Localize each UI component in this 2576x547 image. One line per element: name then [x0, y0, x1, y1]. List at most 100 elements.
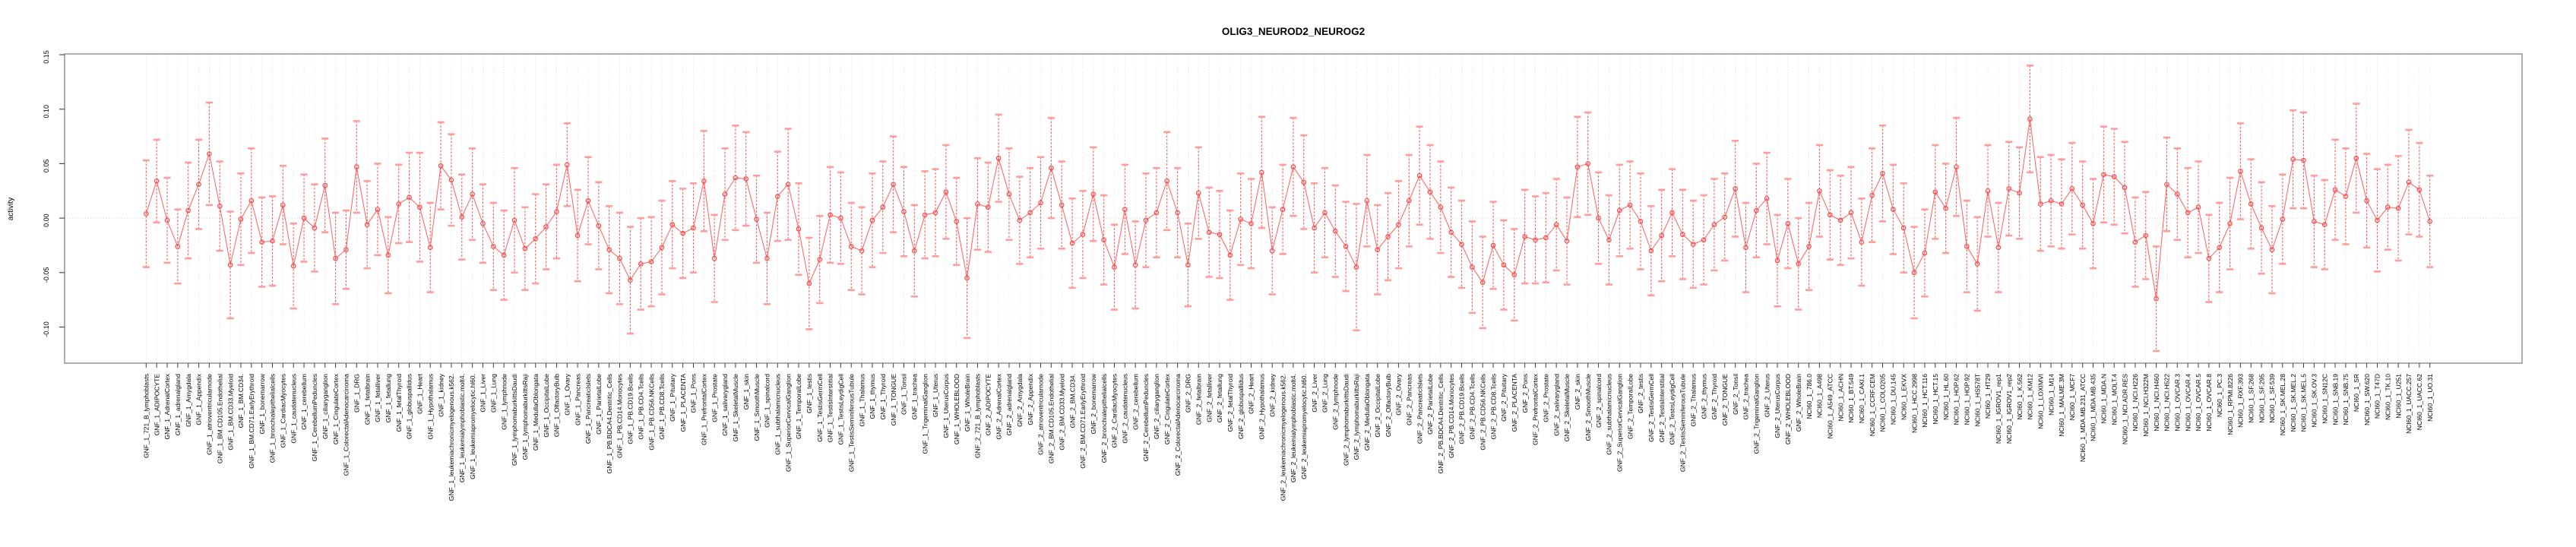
y-axis-label: activity [7, 198, 15, 221]
x-tick-label: NCI60_1_DU.145 [1890, 374, 1897, 425]
data-point [838, 215, 843, 221]
x-tick-label: NCI60_1_SK.MEL.2 [2290, 374, 2297, 432]
x-tick-label: GNF_1_SkeletalMuscle [732, 374, 739, 442]
data-point [2269, 247, 2275, 252]
x-tick-label: GNF_1_caudatenucleus [290, 374, 297, 444]
x-tick-label: NCI60_1_ACHN [1837, 374, 1844, 421]
x-tick-label: NCI60_1_UACC.62 [2416, 374, 2423, 430]
data-point [1101, 237, 1106, 243]
x-tick-label: GNF_1_Pancreas [574, 374, 581, 425]
x-tick-label: GNF_1_fetalThyroid [395, 374, 403, 432]
x-tick-label: GNF_2_OccipitalLobe [1374, 374, 1381, 438]
x-tick-label: GNF_2_BM.CD33.Myeloid [1058, 374, 1065, 451]
x-tick-label: GNF_2_721_B_lymphoblasts [974, 374, 982, 458]
x-tick-label: NCI60_1_OVCAR.3 [2174, 374, 2182, 432]
x-tick-label: GNF_1_leukemiapromyelocytic.hl60. [469, 374, 476, 479]
data-point [554, 209, 559, 214]
data-point [1711, 222, 1717, 228]
data-point [2290, 157, 2296, 162]
data-point [817, 257, 822, 262]
data-point [1122, 207, 1128, 212]
data-point [1733, 186, 1738, 191]
x-tick-label: GNF_2_Thalamus [1689, 374, 1697, 426]
x-tick-label: GNF_1_PB.CD14.Monocytes [616, 374, 624, 458]
x-tick-label: NCI60_1_HL.60 [1942, 374, 1950, 420]
x-tick-label: GNF_2_TONGUE [1721, 374, 1729, 426]
x-tick-label: NCI60_1_SF.539 [2268, 374, 2276, 423]
x-tick-label: GNF_2_TestisGermCell [1647, 374, 1655, 442]
data-point [2132, 239, 2138, 245]
x-tick-label: NCI60_1_OVCAR.8 [2205, 374, 2213, 432]
data-point [1785, 220, 1791, 226]
data-point [375, 207, 381, 212]
data-point [501, 252, 507, 258]
x-tick-label: GNF_1_Pituitary [669, 373, 676, 422]
data-point [2280, 217, 2286, 222]
y-tick-label: 0.10 [43, 105, 50, 119]
chart-title: OLIG3_NEUROD2_NEUROG2 [1222, 26, 1365, 37]
data-point [1269, 248, 1275, 254]
error-bars [142, 65, 2434, 353]
x-tick-label: GNF_1_WholeBrain [964, 374, 971, 432]
x-tick-label: NCI60_1_IGROV1_rep2 [2005, 374, 2013, 444]
data-point [2321, 222, 2328, 228]
data-point [1406, 198, 1412, 204]
x-tick-label: GNF_1_thymus [869, 374, 876, 419]
data-point [470, 191, 475, 197]
x-tick-label: GNF_2_Thyroid [1710, 374, 1718, 420]
data-point [975, 201, 980, 207]
data-point [2017, 190, 2022, 196]
x-tick-label: GNF_2_SkeletalMuscle [1563, 374, 1571, 442]
x-tick-label: GNF_2_Uterus [1763, 374, 1771, 417]
x-tick-label: GNF_2_PB.BDCA4.Dentritic_Cells [1437, 374, 1445, 473]
x-tick-label: GNF_2_Pancreas [1405, 374, 1413, 425]
x-tick-label: NCI60_1_RPMI.8226 [2226, 374, 2234, 435]
x-tick-label: GNF_1_Thyroid [879, 374, 887, 420]
x-tick-label: GNF_1_PB.CD56.NKCells [647, 374, 655, 451]
data-point [1217, 232, 1223, 237]
data-point [2090, 220, 2096, 226]
data-point [1743, 245, 1748, 251]
data-point [1290, 164, 1296, 170]
x-tick-label: GNF_1_PB.CD19.Bcells [627, 374, 635, 444]
data-point [2248, 201, 2254, 207]
data-point [1385, 234, 1391, 239]
x-tick-label: NCI60_1_NCI.ADR.RES [2121, 374, 2128, 444]
x-tick-label: GNF_1_PLACENTA [679, 374, 687, 432]
x-tick-label: NCI60_1_OVCAR.5 [2195, 374, 2202, 432]
data-point [2059, 201, 2065, 207]
data-point [680, 230, 685, 236]
data-point [259, 239, 264, 245]
x-tick-label: GNF_2_CardiacMyocytes [1111, 374, 1119, 447]
data-point [1490, 242, 1496, 248]
x-tick-label: NCI60_1_T47D [2374, 374, 2381, 419]
data-point [1175, 210, 1180, 216]
data-point [806, 280, 812, 286]
data-point [1827, 212, 1833, 218]
data-point [1069, 240, 1075, 246]
data-point [1259, 169, 1264, 175]
data-point [1438, 204, 1444, 210]
data-point [1543, 235, 1549, 241]
x-tick-label: NCI60_1_HT29 [1984, 374, 1992, 419]
series-line [145, 119, 2431, 299]
data-point [733, 175, 739, 181]
x-tick-label: GNF_2_ciliaryganglion [1153, 374, 1160, 439]
data-point [1606, 237, 1612, 243]
x-tick-label: GNF_1_PB.BDCA4.Dentritic_Cells [606, 374, 613, 473]
x-tick-label: GNF_1_bonemarrow [258, 373, 266, 434]
x-tick-label: GNF_2_TrigeminalGanglion [1753, 374, 1761, 454]
data-point [2353, 155, 2359, 161]
data-point [564, 162, 570, 168]
x-tick-label: GNF_2_fetalThyroid [1226, 374, 1234, 432]
x-tick-label: GNF_1_Prostate [710, 374, 718, 422]
data-point [438, 163, 444, 169]
data-point [669, 222, 676, 228]
data-point [1954, 164, 1959, 170]
data-point [2027, 116, 2033, 122]
x-tick-label: GNF_1_fetalbrain [363, 374, 371, 425]
data-point [1690, 242, 1696, 247]
data-point [1533, 237, 1538, 243]
data-point [901, 209, 907, 214]
data-point [543, 224, 549, 229]
